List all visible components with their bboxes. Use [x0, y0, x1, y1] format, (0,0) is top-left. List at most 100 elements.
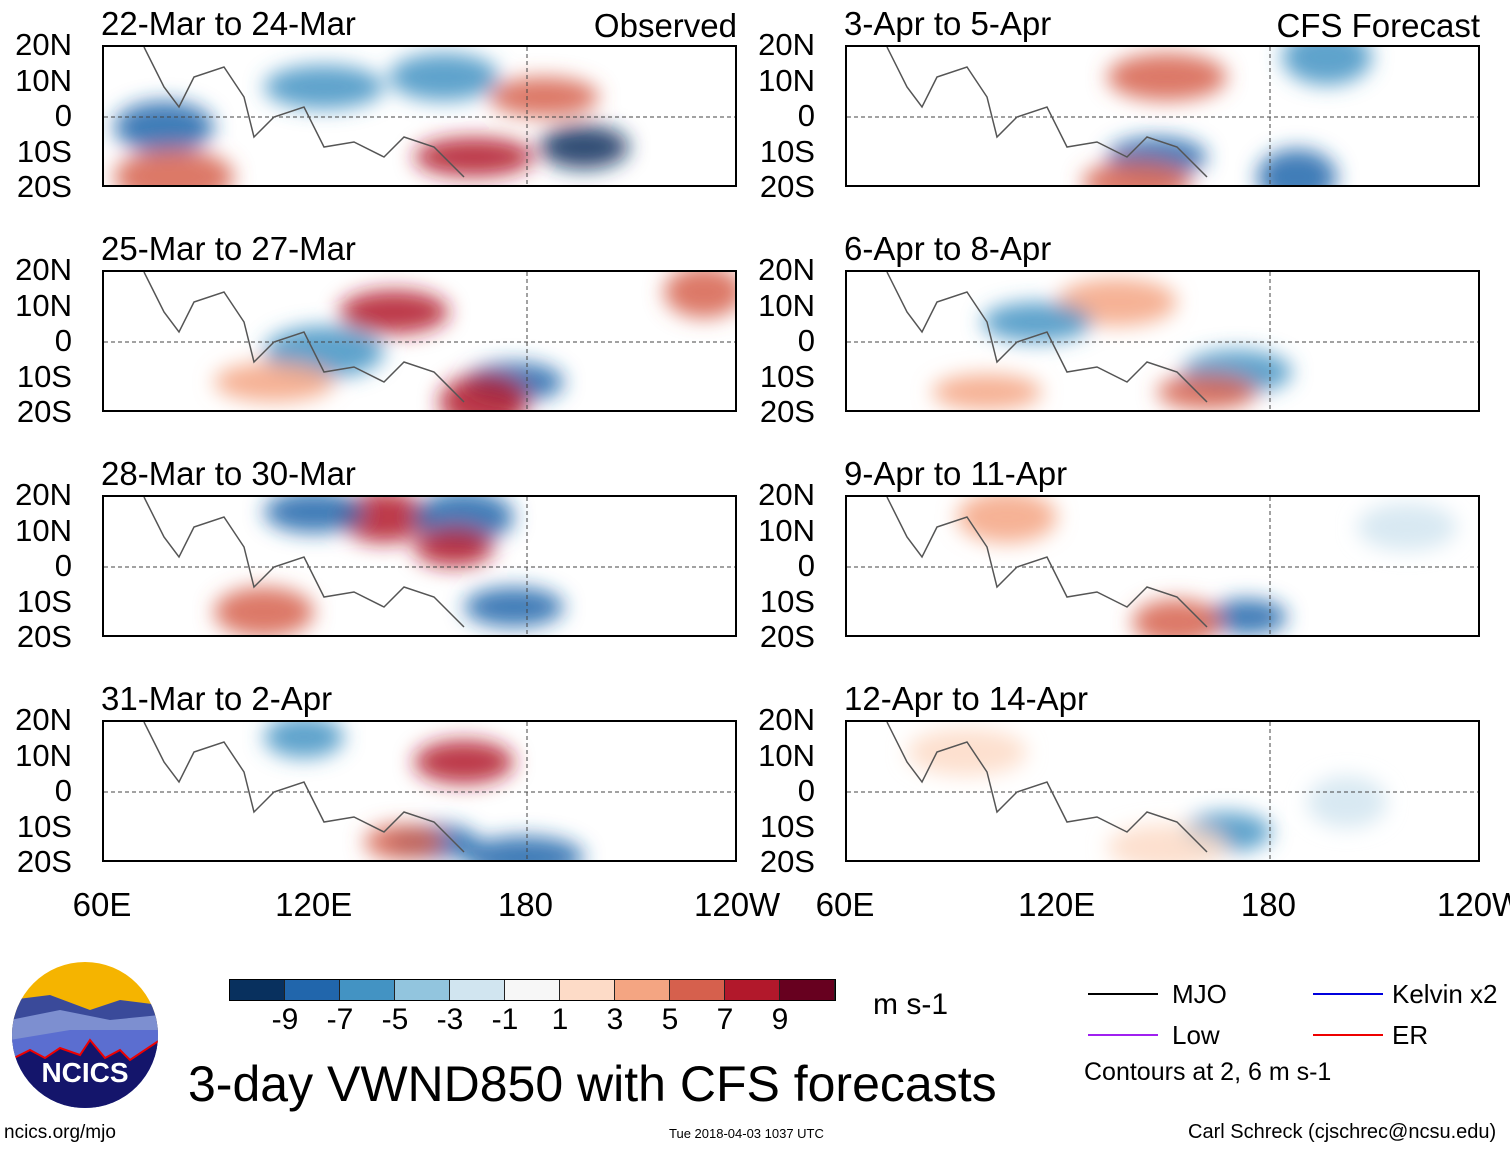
lat-label: 0: [54, 548, 72, 583]
lon-label: 120E: [275, 886, 353, 923]
lat-label: 10N: [758, 287, 815, 323]
figure-title: 3-day VWND850 with CFS forecasts: [188, 1056, 997, 1112]
colorbar: [229, 979, 836, 1001]
lat-label: 0: [797, 98, 815, 133]
lat-label: 10S: [759, 583, 815, 619]
lat-label: 20N: [758, 27, 815, 62]
lat-label: 10N: [758, 512, 815, 548]
colorbar-swatch: [505, 980, 560, 1000]
lat-label: 20N: [15, 477, 72, 512]
kelvin-line-icon: [1313, 993, 1383, 995]
lat-label: 10S: [16, 583, 72, 619]
lat-label: 0: [797, 323, 815, 358]
panel-title: 3-Apr to 5-Apr: [844, 5, 1052, 42]
colorbar-swatch: [560, 980, 615, 1000]
map-panel: [845, 45, 1480, 187]
timestamp: Tue 2018-04-03 1037 UTC: [669, 1126, 824, 1141]
coastline: [886, 272, 1208, 403]
lat-label: 20S: [759, 394, 815, 429]
lon-label: 120W: [1436, 886, 1510, 923]
lat-label: 20N: [15, 252, 72, 287]
lat-label: 20N: [15, 702, 72, 737]
lat-label: 20N: [758, 702, 815, 737]
coastline: [886, 47, 1208, 178]
coastline: [143, 272, 465, 403]
colorbar-label: 5: [661, 1003, 679, 1036]
lat-label: 10N: [15, 287, 72, 323]
logo-text: NCICS: [41, 1057, 128, 1088]
map-panel: [845, 270, 1480, 412]
lat-label: 10N: [15, 62, 72, 98]
colorbar-units: m s-1: [873, 988, 948, 1021]
colorbar-label: 1: [551, 1003, 569, 1036]
colorbar-swatch: [340, 980, 395, 1000]
colorbar-label: -3: [436, 1003, 464, 1036]
lat-label: 10N: [758, 737, 815, 773]
colorbar-label: 3: [606, 1003, 624, 1036]
colorbar-swatch: [395, 980, 450, 1000]
colorbar-swatch: [615, 980, 670, 1000]
panel-title: 12-Apr to 14-Apr: [844, 680, 1088, 717]
lat-label: 20S: [759, 169, 815, 204]
panel-title: 25-Mar to 27-Mar: [101, 230, 356, 267]
lat-label: 10S: [759, 358, 815, 394]
panel-title: 9-Apr to 11-Apr: [844, 455, 1068, 492]
legend-low: Low: [1172, 1020, 1220, 1050]
lon-label: 180: [1240, 886, 1296, 923]
map-panel: [845, 720, 1480, 862]
lat-label: 10S: [16, 133, 72, 169]
coastline: [143, 722, 465, 853]
lat-label: 10S: [16, 808, 72, 844]
er-line-icon: [1313, 1034, 1383, 1036]
colorbar-swatch: [285, 980, 340, 1000]
lat-label: 20S: [759, 844, 815, 879]
colorbar-swatch: [450, 980, 505, 1000]
colorbar-label: -1: [491, 1003, 519, 1036]
lat-label: 10N: [15, 737, 72, 773]
lat-label: 20S: [16, 169, 72, 204]
coastline: [143, 47, 465, 178]
colorbar-label: -7: [326, 1003, 354, 1036]
lat-label: 10S: [759, 808, 815, 844]
lon-label: 120E: [1018, 886, 1096, 923]
lat-label: 20S: [759, 619, 815, 654]
lat-label: 20S: [16, 394, 72, 429]
lat-label: 10N: [758, 62, 815, 98]
panel-tag: CFS Forecast: [1276, 7, 1480, 44]
mjo-line-icon: [1088, 993, 1158, 995]
panel-title: 22-Mar to 24-Mar: [101, 5, 356, 42]
lat-label: 0: [797, 548, 815, 583]
low-line-icon: [1088, 1034, 1158, 1036]
legend-er: ER: [1392, 1020, 1429, 1050]
lat-label: 20N: [758, 252, 815, 287]
colorbar-swatch: [230, 980, 285, 1000]
lat-label: 20S: [16, 844, 72, 879]
map-panel: [102, 45, 737, 187]
credit: Carl Schreck (cjschrec@ncsu.edu): [1188, 1121, 1497, 1143]
colorbar-swatch: [725, 980, 780, 1000]
lon-label: 60E: [72, 886, 132, 923]
lat-label: 20N: [758, 477, 815, 512]
colorbar-swatch: [780, 980, 835, 1000]
map-panel: [102, 495, 737, 637]
panel-tag: Observed: [593, 7, 737, 44]
panel-title: 6-Apr to 8-Apr: [844, 230, 1052, 267]
colorbar-label: -9: [271, 1003, 299, 1036]
colorbar-label: 7: [716, 1003, 734, 1036]
colorbar-label: 9: [771, 1003, 789, 1036]
lat-label: 20S: [16, 619, 72, 654]
lat-label: 10N: [15, 512, 72, 548]
lat-label: 0: [54, 98, 72, 133]
coastline: [143, 497, 465, 628]
colorbar-swatch: [670, 980, 725, 1000]
lat-label: 0: [54, 773, 72, 808]
contour-note: Contours at 2, 6 m s-1: [1084, 1058, 1332, 1086]
ncics-logo[interactable]: NCICS: [10, 960, 160, 1110]
site-link[interactable]: ncics.org/mjo: [4, 1122, 116, 1143]
legend-kelvin: Kelvin x2: [1392, 979, 1498, 1009]
colorbar-label: -5: [381, 1003, 409, 1036]
legend-mjo: MJO: [1172, 979, 1227, 1009]
lat-label: 10S: [16, 358, 72, 394]
lon-label: 180: [497, 886, 553, 923]
map-panel: [102, 720, 737, 862]
